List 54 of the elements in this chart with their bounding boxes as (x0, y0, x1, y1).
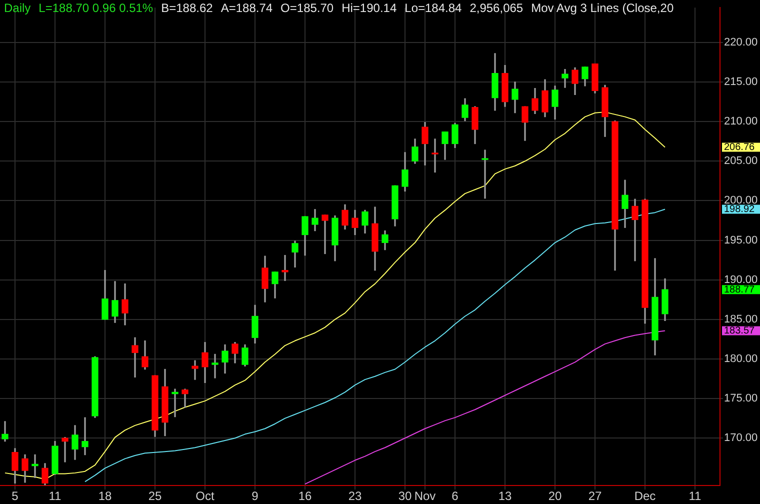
x-tick-label: 25 (148, 489, 162, 504)
y-tick-label: 220.00 (724, 36, 758, 48)
annotation: B=188.62 (161, 1, 213, 15)
text: 198.92 (724, 204, 756, 215)
candlestick (192, 360, 198, 380)
y-tick-label: 185.00 (724, 313, 758, 326)
candlestick (282, 254, 288, 281)
x-tick-label: 13 (498, 489, 512, 504)
y-tick-label: 170.00 (724, 432, 758, 444)
candlestick (562, 69, 568, 88)
candlestick (82, 417, 88, 456)
x-tick-label: 16 (298, 489, 312, 504)
candlestick (482, 150, 488, 199)
text: 183.57 (724, 325, 756, 336)
chart-subtitle: L=188.70 0.96 0.51% (38, 1, 154, 15)
x-tick-label: 9 (252, 489, 259, 504)
chart-title: Daily (4, 1, 31, 15)
x-tick-label: 5 (12, 489, 19, 504)
candlestick (172, 388, 178, 418)
candlestick (212, 354, 218, 378)
candlestick (132, 337, 138, 378)
candlestick (32, 454, 38, 478)
candlestick (62, 436, 68, 462)
text: 188.77 (724, 284, 755, 296)
y-tick-label: 205.00 (724, 155, 758, 168)
x-tick-label: 11 (688, 489, 702, 504)
x-tick-label: 30 (398, 489, 412, 504)
y-tick-label: 180.00 (724, 353, 758, 366)
x-tick-label: Nov (414, 489, 436, 504)
y-tick-label: 210.00 (724, 116, 758, 128)
candlestick (432, 138, 438, 173)
annotation: 2,956,065 (470, 1, 524, 15)
x-tick-label: 6 (452, 489, 459, 504)
annotation: Hi=190.14 (342, 1, 397, 15)
y-tick-label: 190.00 (724, 274, 758, 286)
x-tick-label: 20 (548, 489, 562, 504)
x-tick-label: 11 (48, 489, 62, 504)
x-tick-label: Oct (196, 489, 215, 504)
x-tick-label: 23 (348, 489, 362, 504)
candlestick (632, 198, 638, 262)
x-tick-label: 27 (588, 489, 602, 504)
y-tick-label: 195.00 (724, 234, 758, 246)
annotation: O=185.70 (280, 1, 334, 15)
x-tick-label: 18 (98, 489, 112, 504)
annotation: Lo=184.84 (404, 1, 462, 15)
candlestick (322, 214, 328, 254)
y-tick-label: 215.00 (724, 76, 758, 88)
annotation: A=188.74 (220, 1, 273, 15)
y-tick-label: 175.00 (724, 392, 758, 405)
x-tick-label: Dec (634, 489, 656, 504)
annotation: Mov Avg 3 Lines (Close,20 (531, 1, 674, 15)
text: 206.76 (724, 142, 756, 153)
candlestick (182, 388, 188, 408)
candlestick (2, 421, 8, 442)
